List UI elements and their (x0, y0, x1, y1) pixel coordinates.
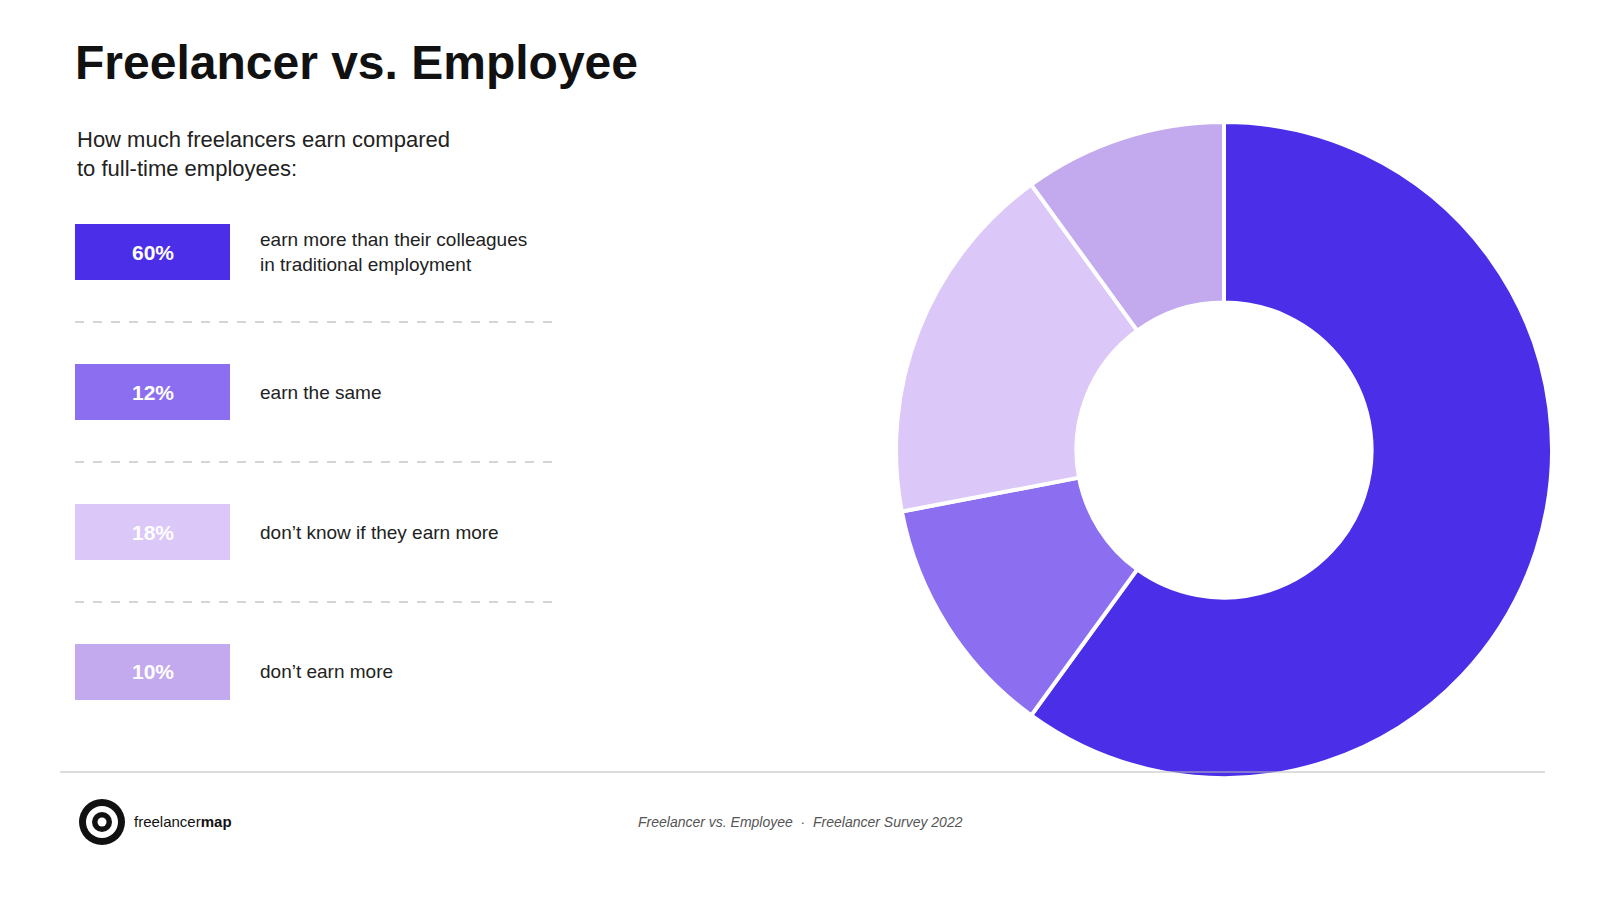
svg-text:earn the same: earn the same (260, 382, 381, 403)
svg-text:Freelancer vs. Employee · Fr: Freelancer vs. Employee · Freelancer Sur… (638, 814, 963, 830)
svg-text:Freelancer vs. Employee: Freelancer vs. Employee (75, 36, 638, 89)
svg-text:12%: 12% (132, 381, 174, 404)
svg-text:don’t earn more: don’t earn more (260, 661, 393, 682)
svg-text:18%: 18% (132, 521, 174, 544)
svg-text:don’t know if they earn more: don’t know if they earn more (260, 522, 499, 543)
svg-text:freelancermap: freelancermap (134, 813, 232, 830)
svg-text:How much freelancers earn comp: How much freelancers earn comparedto ful… (77, 127, 450, 181)
svg-text:60%: 60% (132, 241, 174, 264)
svg-text:10%: 10% (132, 660, 174, 683)
svg-text:earn more than their colleague: earn more than their colleaguesin tradit… (260, 229, 527, 275)
